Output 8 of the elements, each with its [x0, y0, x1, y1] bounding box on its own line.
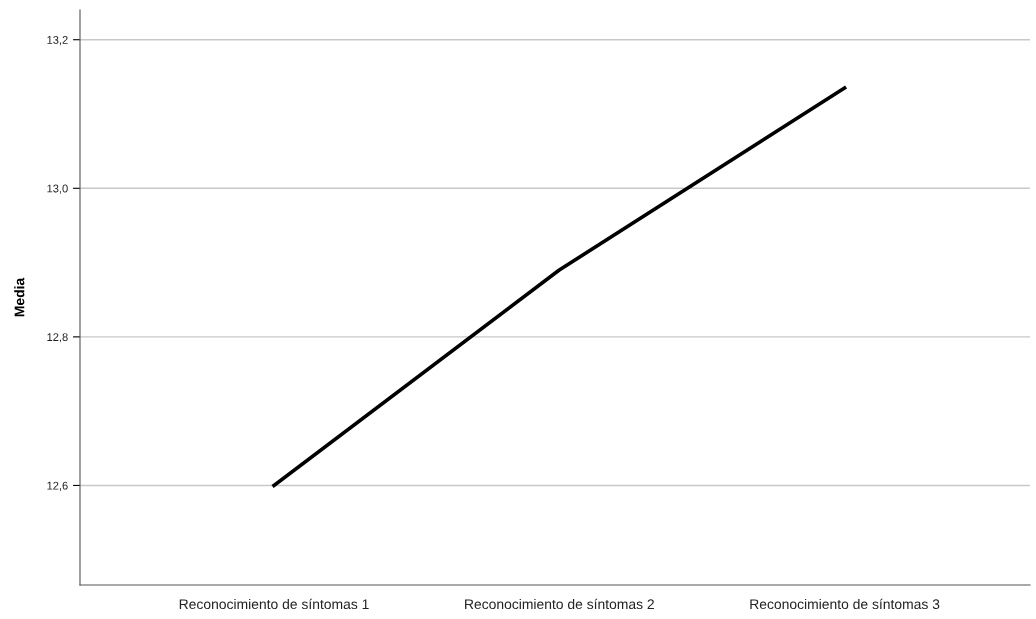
- y-tick-label: 13,2: [47, 35, 68, 46]
- y-tick-label: 13,0: [47, 184, 68, 194]
- x-tick-label: Reconocimiento de síntomas 3: [750, 598, 940, 610]
- x-tick-label: Reconocimiento de síntomas 2: [465, 598, 654, 610]
- y-axis-title: Media: [14, 277, 25, 317]
- y-tick-label: 12,8: [47, 333, 68, 343]
- x-tick-label: Reconocimiento de síntomas 1: [179, 598, 369, 610]
- y-tick-label: 12,6: [47, 481, 68, 491]
